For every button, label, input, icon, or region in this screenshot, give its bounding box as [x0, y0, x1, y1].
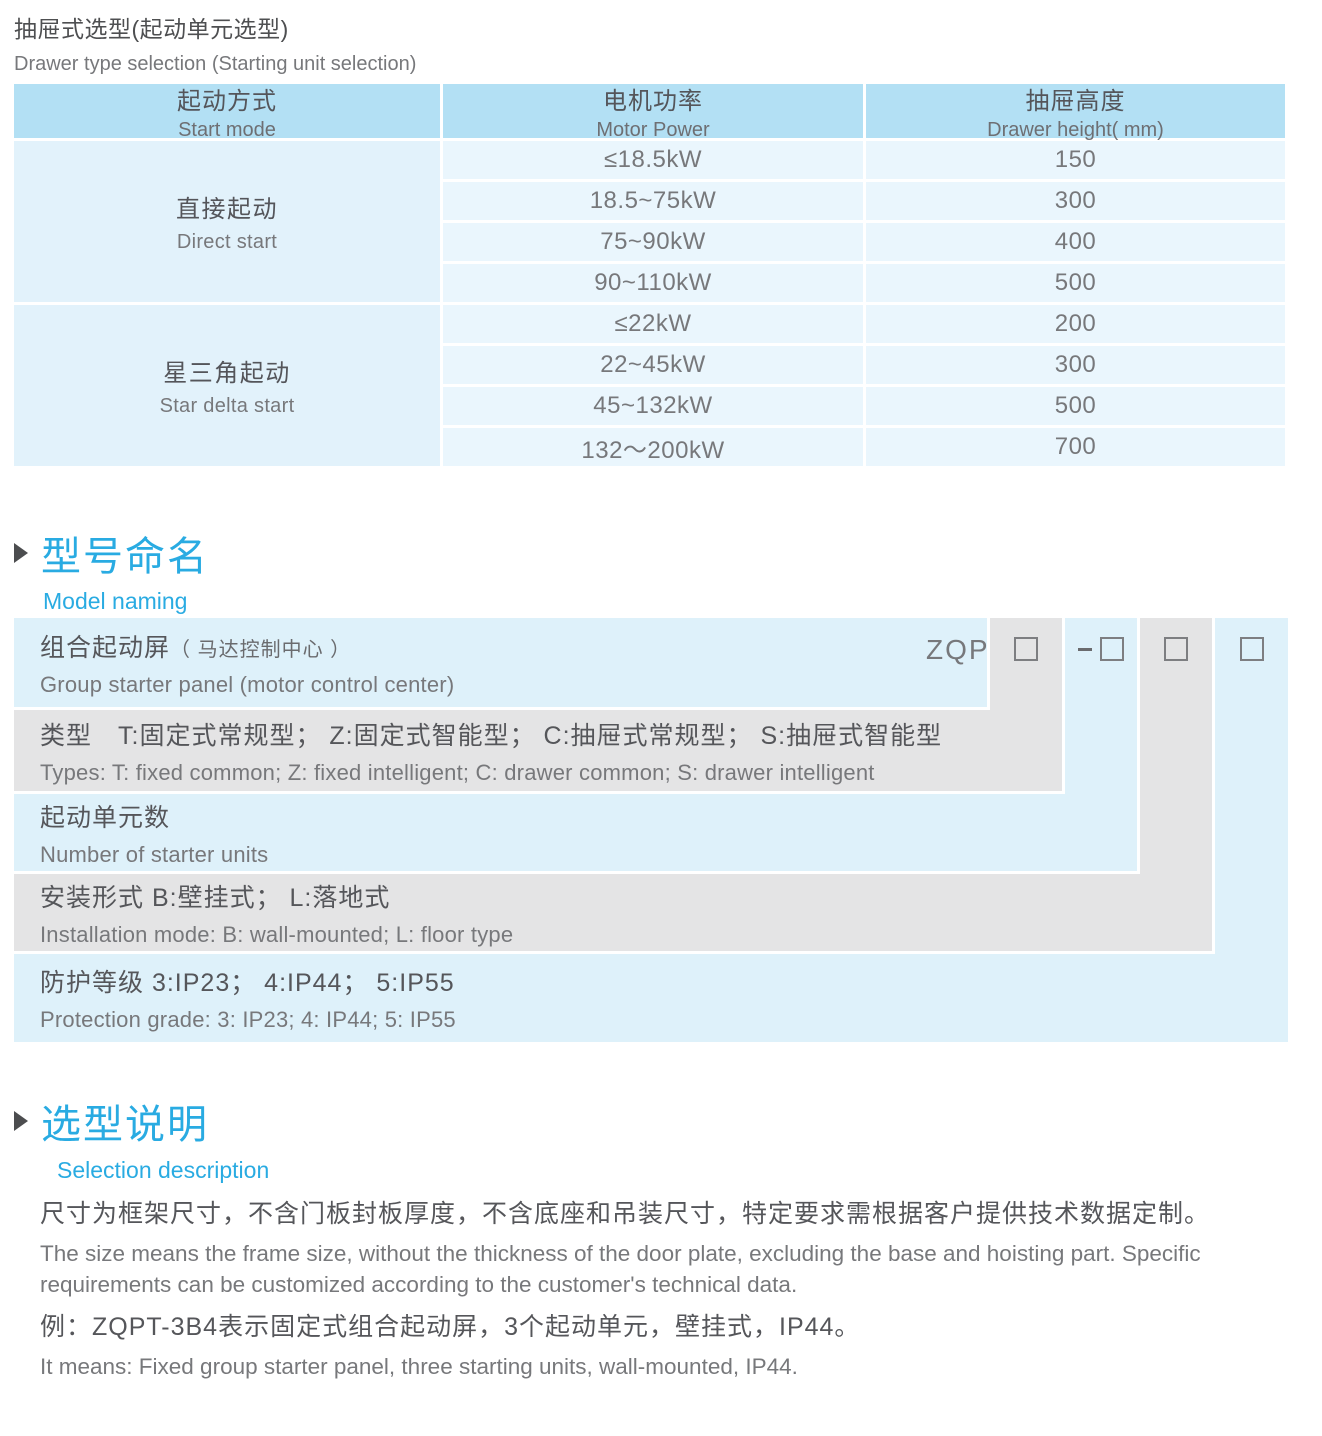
cell-power: 75~90kW	[443, 223, 863, 261]
cell-power: 45~132kW	[443, 387, 863, 425]
cell-height: 500	[866, 387, 1285, 425]
cell-height: 300	[866, 346, 1285, 384]
col-header-drawer-height-zh: 抽屉高度	[1025, 87, 1126, 115]
cell-height: 300	[866, 182, 1285, 220]
page-title-en: Drawer type selection (Starting unit sel…	[14, 53, 417, 75]
description-zh-2: 例：ZQPT-3B4表示固定式组合起动屏，3个起动单元，壁挂式，IP44。	[40, 1313, 861, 1342]
code-square-type	[1014, 637, 1038, 661]
code-column-units	[1065, 618, 1137, 794]
cell-height: 500	[866, 264, 1285, 302]
col-header-motor-power-zh: 电机功率	[603, 87, 703, 115]
diagram-row1-zh: 组合起动屏（ 马达控制中心 ）	[40, 633, 352, 662]
diagram-row-installation-mode: 安装形式 B:壁挂式； L:落地式 Installation mode: B: …	[14, 874, 1212, 951]
diagram-row4-zh: 安装形式 B:壁挂式； L:落地式	[40, 883, 391, 912]
diagram-row2-en: Types: T: fixed common; Z: fixed intelli…	[40, 759, 875, 785]
selection-description-heading: 选型说明 Selection description	[14, 1092, 269, 1184]
code-column-installation	[1140, 618, 1212, 874]
description-en-2: It means: Fixed group starter panel, thr…	[40, 1354, 798, 1380]
code-column-type	[990, 618, 1062, 710]
cell-height: 150	[866, 141, 1285, 179]
diagram-row1-zh-sub: （ 马达控制中心 ）	[170, 638, 352, 661]
dash-icon	[1078, 647, 1092, 651]
selection-description-body: 尺寸为框架尺寸，不含门板封板厚度，不含底座和吊装尺寸，特定要求需根据客户提供技术…	[40, 1194, 1292, 1390]
diagram-row3-en: Number of starter units	[40, 841, 269, 867]
star-delta-en: Star delta start	[159, 395, 295, 417]
selection-description-heading-en: Selection description	[57, 1157, 270, 1183]
page-title: 抽屉式选型(起动单元选型) Drawer type selection (Sta…	[14, 10, 416, 76]
direct-start-en: Direct start	[176, 231, 278, 253]
code-square-units	[1100, 637, 1124, 661]
right-triangle-icon	[14, 543, 28, 563]
diagram-row-types: 类型 T:固定式常规型； Z:固定式智能型； C:抽屉式常规型； S:抽屉式智能…	[14, 710, 1062, 791]
page-title-zh: 抽屉式选型(起动单元选型)	[14, 16, 289, 42]
model-naming-heading: 型号命名 Model naming	[14, 524, 209, 615]
diagram-row3-zh: 起动单元数	[40, 803, 171, 832]
description-zh-1: 尺寸为框架尺寸，不含门板封板厚度，不含底座和吊装尺寸，特定要求需根据客户提供技术…	[40, 1200, 1211, 1228]
group-cell-star-delta-start: 星三角起动 Star delta start	[14, 305, 440, 466]
cell-power: 18.5~75kW	[443, 182, 863, 220]
model-naming-diagram: 组合起动屏（ 马达控制中心 ） Group starter panel (mot…	[14, 618, 1288, 1042]
cell-power: 90~110kW	[443, 264, 863, 302]
col-header-drawer-height: 抽屉高度 Drawer height( mm)	[866, 84, 1285, 141]
cell-height: 700	[866, 428, 1285, 466]
selection-description-heading-zh: 选型说明	[41, 1103, 209, 1147]
cell-power: ≤18.5kW	[443, 141, 863, 179]
drawer-selection-table: 起动方式 Start mode 电机功率 Motor Power 抽屉高度 Dr…	[14, 84, 1285, 466]
diagram-row4-en: Installation mode: B: wall-mounted; L: f…	[40, 921, 514, 947]
direct-start-zh: 直接起动	[176, 196, 278, 223]
col-header-start-mode-zh: 起动方式	[177, 87, 277, 115]
code-square-protection	[1239, 637, 1264, 661]
col-header-motor-power-en: Motor Power	[596, 118, 710, 141]
cell-height: 400	[866, 223, 1285, 261]
star-delta-zh: 星三角起动	[163, 360, 291, 387]
cell-power: 132～200kW	[443, 428, 863, 466]
cell-height: 200	[866, 305, 1285, 343]
model-naming-heading-zh: 型号命名	[41, 535, 209, 579]
code-square-installation	[1164, 637, 1188, 661]
diagram-row-starter-units: 起动单元数 Number of starter units	[14, 794, 1137, 871]
col-header-start-mode-en: Start mode	[178, 118, 276, 141]
col-header-drawer-height-en: Drawer height( mm)	[987, 118, 1164, 141]
diagram-row-protection-grade: 防护等级 3:IP23； 4:IP44； 5:IP55 Protection g…	[14, 954, 1288, 1042]
code-column-protection	[1215, 618, 1288, 954]
col-header-start-mode: 起动方式 Start mode	[14, 84, 440, 141]
diagram-row-group-starter-panel: 组合起动屏（ 马达控制中心 ） Group starter panel (mot…	[14, 618, 987, 707]
cell-power: ≤22kW	[443, 305, 863, 343]
model-naming-heading-en: Model naming	[43, 588, 188, 614]
description-en-1: The size means the frame size, without t…	[40, 1241, 1201, 1297]
diagram-row5-zh: 防护等级 3:IP23； 4:IP44； 5:IP55	[40, 969, 455, 997]
group-cell-direct-start: 直接起动 Direct start	[14, 141, 440, 302]
right-triangle-icon	[14, 1111, 28, 1131]
cell-power: 22~45kW	[443, 346, 863, 384]
col-header-motor-power: 电机功率 Motor Power	[443, 84, 863, 141]
diagram-row2-zh: 类型 T:固定式常规型； Z:固定式智能型； C:抽屉式常规型； S:抽屉式智能…	[40, 721, 943, 750]
diagram-row1-en: Group starter panel (motor control cente…	[40, 671, 455, 697]
diagram-row5-en: Protection grade: 3: IP23; 4: IP44; 5: I…	[40, 1007, 456, 1032]
model-code-prefix: ZQP	[926, 634, 990, 665]
